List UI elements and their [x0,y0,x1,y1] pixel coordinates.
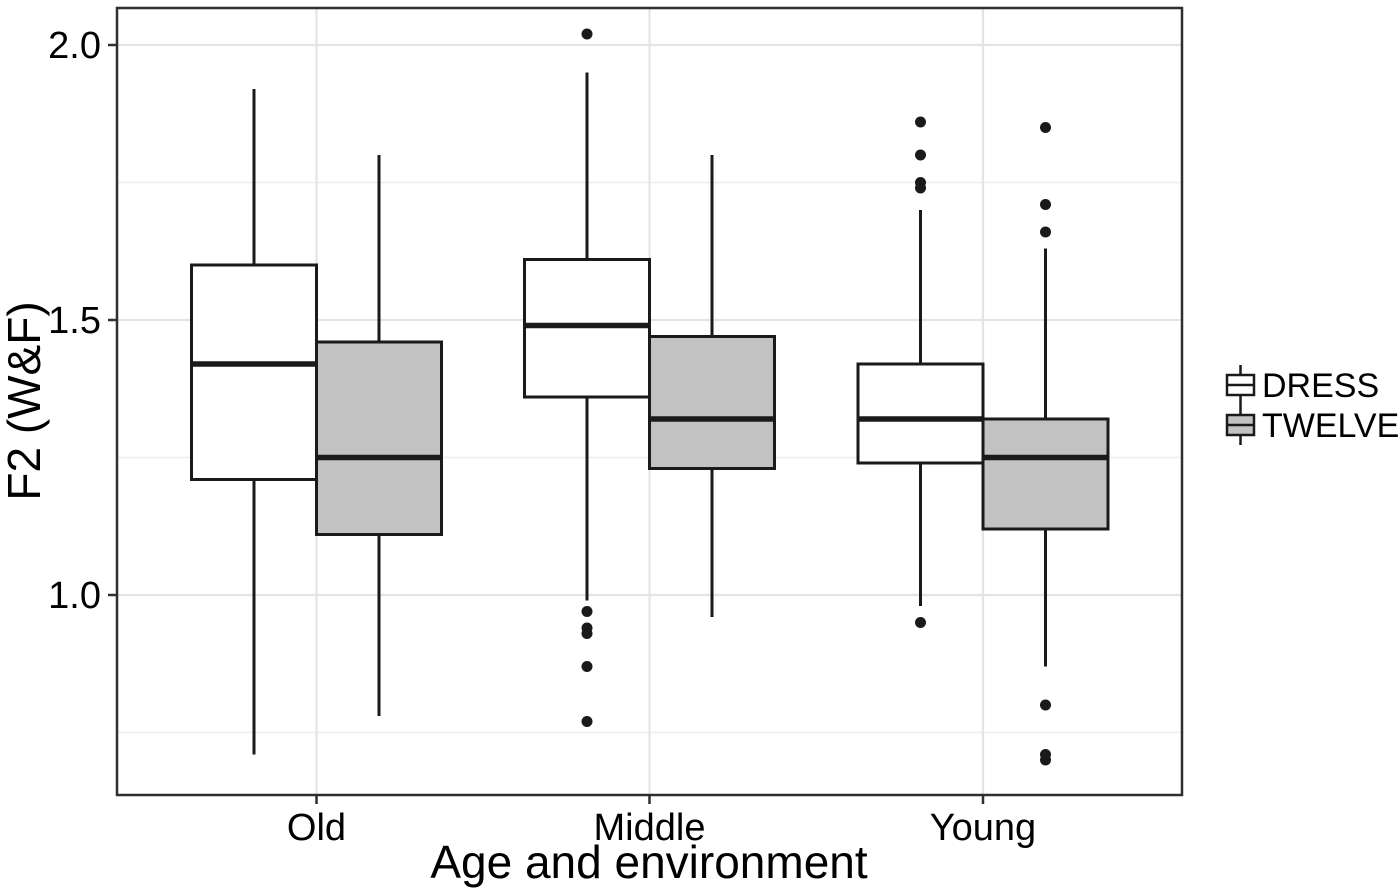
y-axis-title: F2 (W&F) [0,301,50,500]
legend-item-twelve: TWELVE [1225,405,1399,445]
outlier-dot-dress-middle [581,606,593,617]
legend-label: TWELVE [1262,407,1399,445]
box-twelve-old [315,340,443,536]
outlier-dot-dress-young [915,116,926,128]
outlier-dot-dress-young [915,617,926,628]
outlier-dot-twelve-young [1040,226,1051,238]
outlier-dot-dress-young [915,182,926,194]
outlier-dot-dress-young [915,149,926,161]
box-dress-old [190,263,318,481]
legend-item-dress: DRESS [1225,365,1379,405]
outlier-dot-dress-middle [581,716,593,727]
outlier-dot-twelve-young [1040,122,1051,133]
x-axis-title: Age and environment [430,836,868,888]
x-tick-label-middle: Middle [594,807,706,849]
box-dress-young [856,362,985,465]
axis-layer: 2.0 1.5 1.0 Old Middle Young [48,25,1036,849]
y-tick-label: 1.0 [48,575,101,617]
outlier-dot-twelve-young [1040,699,1051,711]
outlier-dot-twelve-young [1040,754,1051,766]
x-tick-label-young: Young [930,807,1036,849]
y-tick-label: 1.5 [48,300,101,342]
box-twelve-young [981,417,1110,531]
box-twelve-middle [648,335,776,470]
legend-label: DRESS [1262,367,1379,405]
outlier-dot-dress-middle [581,628,593,639]
x-tick-label-old: Old [287,807,346,849]
outlier-dot-dress-middle [581,661,593,672]
outlier-dot-dress-middle [581,28,593,40]
y-tick-label: 2.0 [48,25,101,67]
outlier-dot-twelve-young [1040,199,1051,210]
boxplot-layer [190,28,1110,766]
